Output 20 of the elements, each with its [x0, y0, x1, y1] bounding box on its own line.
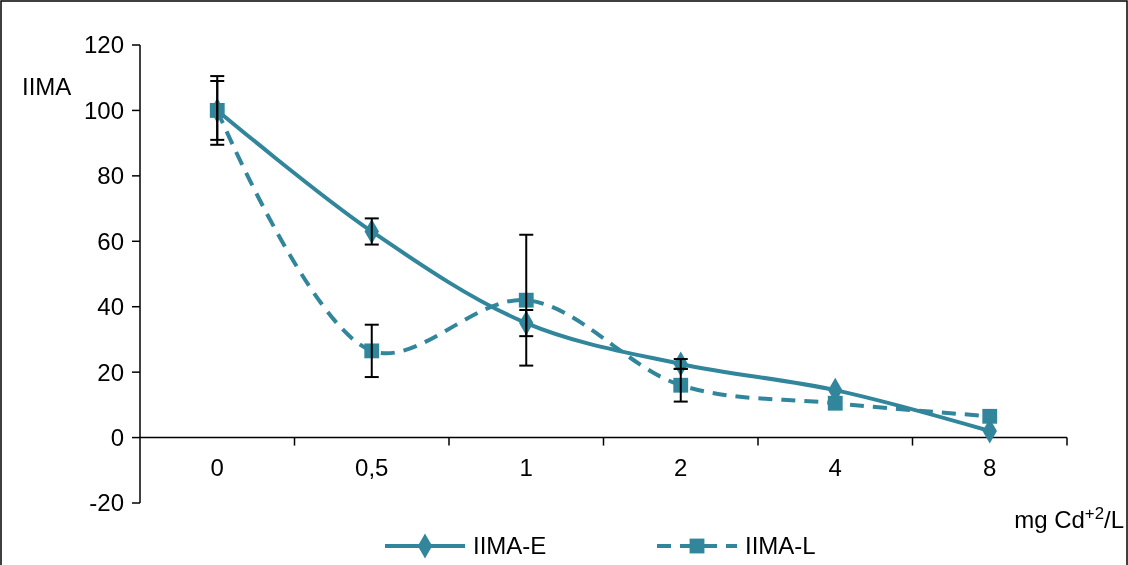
- y-tick-label: 0: [110, 423, 124, 451]
- x-tick-label: 2: [674, 454, 688, 481]
- y-tick-label: 100: [83, 96, 124, 124]
- y-tick-label: 40: [97, 293, 124, 321]
- y-tick-label: 60: [97, 227, 124, 255]
- y-tick-label: 20: [97, 358, 124, 386]
- x-tick-label: 4: [828, 454, 842, 481]
- legend-label: IIMA-E: [473, 532, 547, 560]
- x-tick-label: 0,5: [355, 454, 389, 481]
- x-tick-label: 0: [210, 454, 224, 481]
- y-tick-label: 120: [83, 31, 124, 59]
- x-axis-title: mg Cd$^{+2}$/L: [1014, 503, 1124, 533]
- y-axis-title: IIMA: [22, 73, 72, 100]
- legend-label: IIMA-L: [745, 532, 816, 560]
- x-tick-label: 8: [983, 454, 997, 481]
- y-tick-label: 80: [97, 162, 124, 190]
- point: [982, 408, 998, 424]
- point: [827, 395, 843, 411]
- y-tick-label: -20: [89, 489, 124, 517]
- x-tick-label: 1: [519, 454, 533, 481]
